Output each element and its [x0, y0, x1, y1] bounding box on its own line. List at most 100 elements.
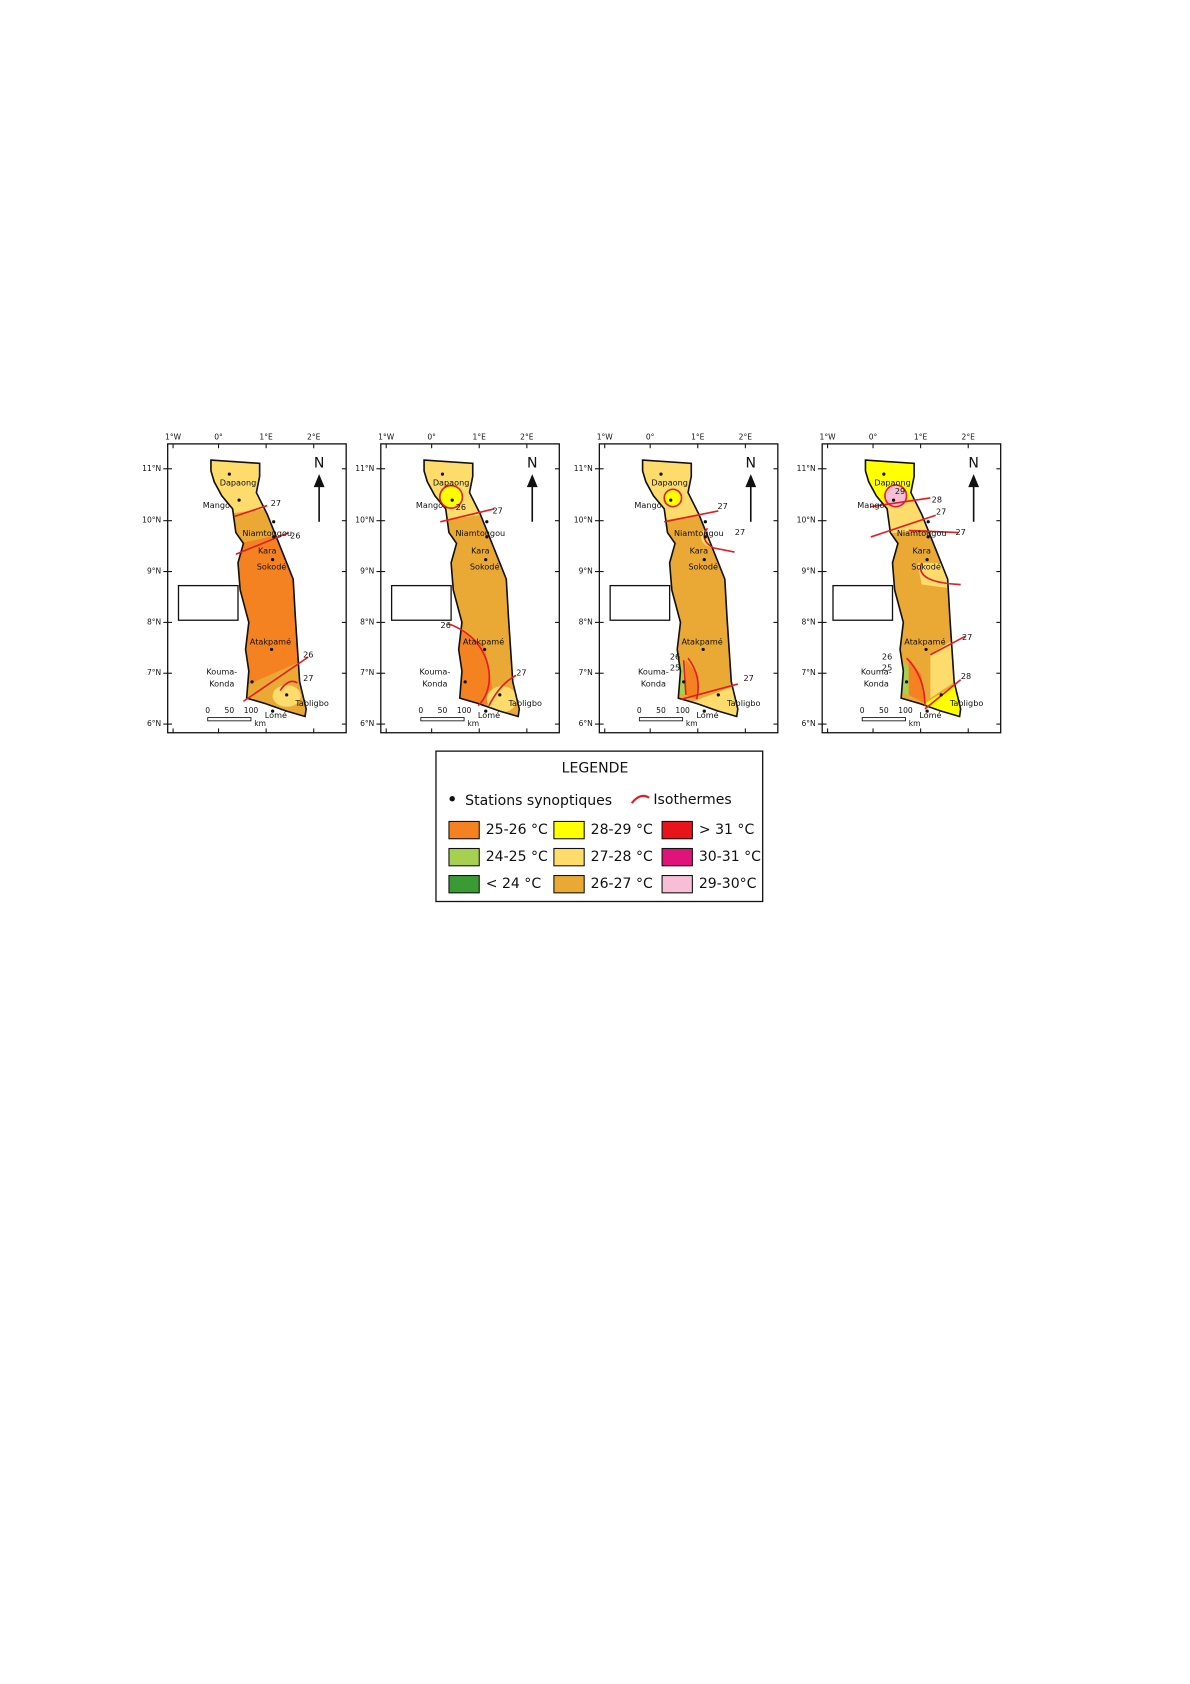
latitude-label: 8°N	[579, 617, 593, 626]
legend-swatch	[553, 820, 585, 840]
longitude-label: 1°W	[820, 432, 837, 441]
station-label: Konda	[209, 679, 234, 689]
station-dot	[702, 709, 706, 713]
station-dot	[669, 498, 673, 502]
isotherm-label: 26	[670, 652, 680, 662]
station-label: Kouma-	[419, 667, 450, 677]
station-dot	[485, 535, 489, 539]
station-dot	[272, 535, 276, 539]
station-dot	[703, 520, 707, 524]
isotherm-label: 27	[492, 505, 502, 515]
isotherm-line	[870, 497, 931, 508]
station-label: Dapaong	[651, 477, 688, 487]
latitude-label: 9°N	[579, 567, 593, 576]
station-dot	[882, 472, 886, 476]
station-label: Niamtougou	[242, 528, 292, 538]
north-label: N	[968, 455, 979, 471]
station-label: Lomé	[919, 710, 941, 720]
station-dot	[702, 558, 706, 562]
scale-label: 50	[656, 706, 666, 715]
isotherm-line	[234, 504, 268, 518]
latitude-label: 7°N	[579, 668, 593, 677]
latitude-label: 8°N	[360, 617, 374, 626]
station-label: Niamtougou	[897, 528, 947, 538]
longitude-label: 2°E	[962, 432, 976, 441]
station-label: Mango	[634, 500, 661, 510]
scale-unit: km	[254, 719, 266, 728]
isotherm-label: 27	[936, 507, 946, 517]
isotherm-label: 25	[882, 662, 892, 672]
isotherm-line	[439, 484, 464, 509]
legend: LEGENDE Stations synoptiques Isothermes 25-…	[435, 750, 764, 903]
station-label: Kara	[690, 545, 708, 555]
station-dot	[891, 498, 896, 502]
isotherm-label: 25	[670, 662, 680, 672]
scale-label: 0	[205, 706, 210, 715]
station-dot	[485, 520, 489, 524]
scale-label: 100	[675, 706, 690, 715]
isotherm-label: 26	[882, 652, 892, 662]
longitude-label: 1°E	[259, 432, 273, 441]
latitude-label: 7°N	[360, 668, 374, 677]
longitude-label: 1°W	[378, 432, 395, 441]
legend-swatch	[661, 820, 693, 840]
legend-label: 27-28 °C	[591, 849, 653, 865]
isotherm-line	[703, 527, 735, 553]
station-dot	[270, 709, 275, 713]
scale-label: 50	[225, 706, 235, 715]
legend-swatch	[661, 847, 693, 867]
isotherm-label: 27	[735, 527, 745, 537]
station-label: Lomé	[265, 710, 287, 720]
north-arrowhead	[313, 474, 325, 488]
temperature-zone	[908, 658, 925, 704]
north-arrowhead	[745, 474, 757, 488]
isotherm-label: 26	[290, 530, 300, 540]
north-label: N	[527, 455, 538, 471]
station-label: Tabligbo	[294, 698, 329, 708]
station-label: Lomé	[478, 710, 500, 720]
station-dot	[483, 647, 487, 652]
isotherm-label: 28	[961, 671, 971, 681]
station-dot	[926, 535, 930, 539]
isotherm-line	[664, 510, 719, 523]
latitude-label: 11°N	[574, 464, 593, 473]
isotherm-line	[682, 660, 687, 695]
legend-label: > 31 °C	[699, 822, 755, 838]
temperature-zone	[440, 485, 462, 507]
longitude-label: 0°	[869, 432, 878, 441]
latitude-label: 7°N	[801, 668, 815, 677]
latitude-label: 6°N	[360, 719, 374, 728]
station-label: Mango	[416, 500, 443, 510]
isotherm-label: 26	[441, 620, 451, 630]
isotherm-line	[279, 680, 298, 691]
longitude-label: 2°E	[739, 432, 753, 441]
station-label: Dapaong	[874, 477, 911, 487]
station-dot	[250, 680, 254, 684]
isotherm-line	[488, 674, 517, 707]
station-dot	[272, 520, 276, 524]
isotherm-line	[929, 635, 966, 656]
station-label: Mango	[857, 500, 884, 510]
isotherm-line	[870, 514, 937, 538]
station-label: Kara	[471, 545, 489, 555]
legend-station-dot	[449, 796, 455, 802]
legend-isotherm: Isothermes	[653, 792, 731, 808]
scale-label: 50	[879, 706, 889, 715]
latitude-label: 9°N	[147, 567, 161, 576]
latitude-label: 10°N	[142, 516, 161, 525]
station-dot	[270, 558, 275, 562]
longitude-label: 0°	[427, 432, 436, 441]
scale-unit: km	[909, 719, 921, 728]
scale-bar	[638, 717, 684, 722]
station-label: Kara	[912, 545, 930, 555]
station-dot	[484, 709, 488, 713]
scale-bar	[420, 717, 465, 722]
station-label: Kouma-	[638, 667, 669, 677]
station-label: Lomé	[696, 710, 718, 720]
scale-label: 100	[244, 706, 259, 715]
map-panel: 1°W 0° 1°E 2°E 11°N 10°N 9°N 8°N 7°N 6°N N 0 50 100 km…	[574, 432, 779, 734]
latitude-label: 11°N	[142, 464, 161, 473]
latitude-label: 6°N	[147, 719, 161, 728]
station-dot	[463, 680, 467, 684]
